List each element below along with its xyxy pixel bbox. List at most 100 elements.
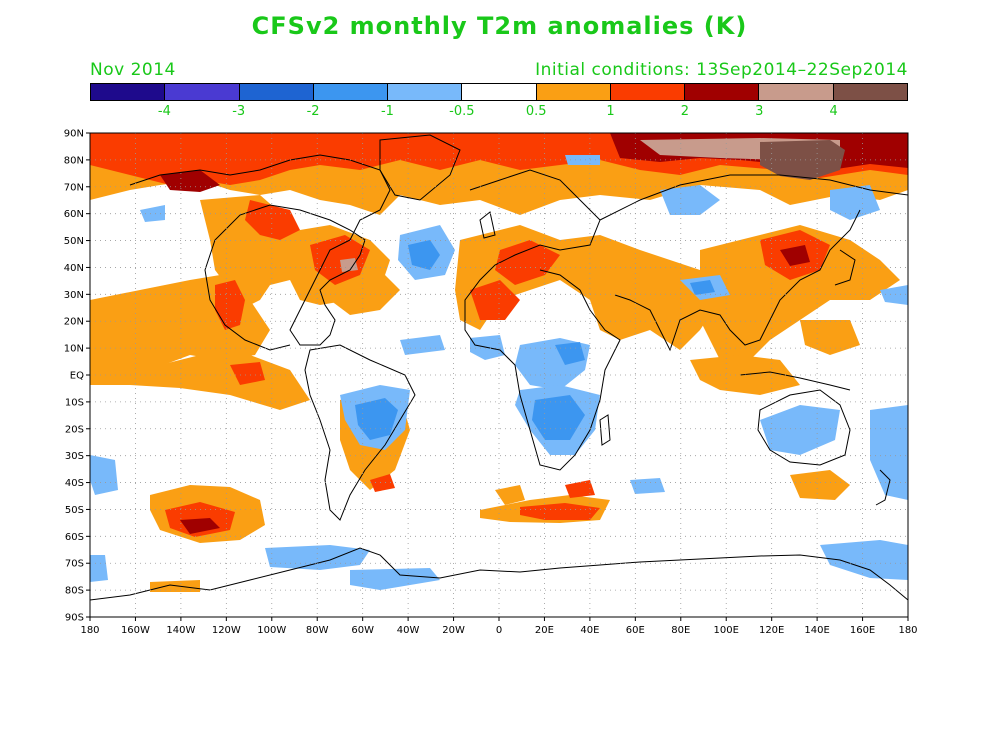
coastlines [90, 134, 908, 601]
color-scale-label: -1 [380, 104, 394, 119]
color-swatch [685, 84, 760, 100]
latitude-label: 50N [64, 236, 84, 247]
antarctic-cold-3 [350, 568, 440, 590]
sw-pacific-cold [870, 405, 908, 500]
color-swatch [91, 84, 166, 100]
color-swatch [462, 84, 537, 100]
latitude-axis: 90N 80N 70N 60N 50N 40N 30N 20N 10N EQ 10S 20S 30S 40… [64, 129, 90, 624]
longitude-label: 80W [306, 625, 329, 636]
atlantic-warm [330, 270, 400, 315]
south-pacific-darkred [180, 518, 220, 534]
indian-ocean-cold [630, 478, 665, 494]
longitude-label: 100E [714, 625, 739, 636]
color-scale-label: 1 [606, 104, 615, 119]
color-swatch [165, 84, 240, 100]
initial-conditions: Initial conditions: 13Sep2014–22Sep2014 [535, 60, 908, 80]
antarctica-coast [90, 547, 908, 601]
latitude-label: 30S [65, 451, 84, 462]
east-us-pink [340, 258, 358, 272]
longitude-label: 180 [80, 625, 99, 636]
longitude-label: 0 [496, 625, 502, 636]
north-atlantic-blue [408, 240, 440, 270]
south-atlantic-warm-2 [495, 485, 525, 505]
color-swatch [833, 84, 907, 100]
canada-cold [140, 205, 165, 222]
longitude-label: 120W [212, 625, 241, 636]
longitude-label: 120E [759, 625, 784, 636]
latitude-label: 20S [65, 424, 84, 435]
australia-coast [757, 389, 851, 466]
north-america-red [245, 200, 300, 240]
color-scale-label: 3 [755, 104, 764, 119]
west-pacific-cold [90, 455, 118, 495]
color-swatch [388, 84, 463, 100]
color-scale-label: 2 [680, 104, 690, 119]
longitude-label: 20E [535, 625, 554, 636]
color-scale-label: -3 [232, 104, 246, 119]
color-scale-bar [90, 83, 908, 101]
anomaly-fields [90, 133, 908, 592]
latitude-label: 10S [65, 397, 84, 408]
australia-cold [760, 405, 840, 455]
asia-coast [599, 174, 908, 352]
color-scale-labels: -4 -3 -2 -1 -0.5 0.5 1 2 3 4 [90, 104, 908, 120]
longitude-label: 140E [804, 625, 829, 636]
madagascar-coast [599, 414, 611, 446]
latitude-label: EQ [70, 371, 84, 382]
longitude-label: 40E [580, 625, 599, 636]
africa-red [470, 280, 520, 320]
longitude-label: 160E [850, 625, 875, 636]
longitude-label: 180 [898, 625, 917, 636]
latitude-label: 90S [65, 613, 84, 624]
color-swatch [610, 84, 686, 100]
latitude-label: 80S [65, 586, 84, 597]
longitude-label: 60W [351, 625, 374, 636]
latitude-label: 30N [64, 290, 84, 301]
latitude-label: 90N [64, 129, 84, 140]
asia-warm [700, 225, 900, 360]
longitude-label: 60E [626, 625, 645, 636]
color-scale-label: -0.5 [449, 104, 475, 119]
new-zealand-coast [875, 469, 891, 506]
map-grid [90, 133, 908, 617]
south-atlantic-red [520, 503, 600, 520]
latitude-label: 70S [65, 559, 84, 570]
latitude-label: 40S [65, 478, 84, 489]
warm-anomaly-brown [760, 140, 845, 180]
color-swatch [536, 84, 611, 100]
latitude-label: 50S [65, 505, 84, 516]
chart-title: CFSv2 monthly T2m anomalies (K) [251, 12, 748, 40]
caribbean-cold [400, 335, 445, 355]
latitude-label: 40N [64, 263, 84, 274]
longitude-label: 20W [442, 625, 465, 636]
mid-pacific-red [230, 362, 265, 385]
color-scale-label: -2 [306, 104, 320, 119]
east-asia-darkred [780, 245, 810, 266]
color-scale-label: 0.5 [525, 104, 547, 119]
color-swatch [759, 84, 834, 100]
latitude-label: 70N [64, 182, 84, 193]
south-atlantic-red-2 [565, 480, 595, 498]
latitude-label: 60S [65, 532, 84, 543]
south-america-coast [304, 344, 416, 521]
east-asia-warm [800, 320, 860, 355]
south-america-red [370, 474, 395, 492]
longitude-label: 160W [121, 625, 150, 636]
color-scale-label: 4 [829, 104, 838, 119]
longitude-label: 80E [671, 625, 690, 636]
latitude-label: 10N [64, 344, 84, 355]
africa-blue [555, 342, 585, 365]
indonesia-coast [739, 371, 851, 391]
longitude-axis: 180 160W 140W 120W 100W 80W 60W 40W 20W 0 20E 40E 60… [80, 617, 918, 636]
latitude-label: 80N [64, 155, 84, 166]
siberia-brown [760, 140, 845, 180]
forecast-month: Nov 2014 [90, 60, 176, 80]
longitude-label: 100W [257, 625, 286, 636]
south-america-blue [355, 398, 398, 440]
uk-coast [479, 211, 496, 239]
nw-pacific-cold [660, 185, 720, 215]
japan-coast [834, 249, 856, 286]
north-pacific-cold [830, 185, 880, 220]
